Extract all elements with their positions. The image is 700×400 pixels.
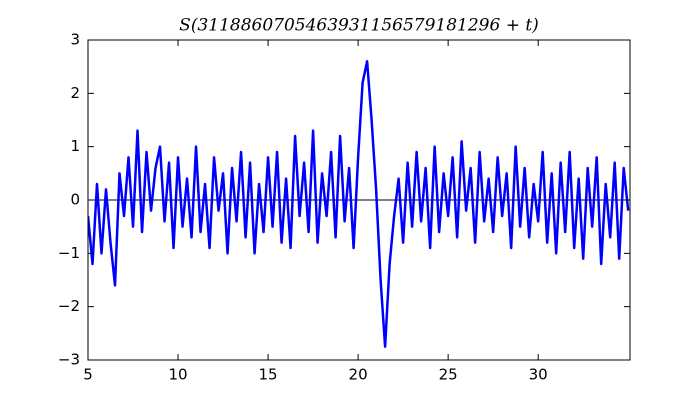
x-tick-label: 20 <box>349 366 368 384</box>
x-tick-label: 15 <box>259 366 278 384</box>
y-tick-label: 1 <box>70 137 80 155</box>
x-tick-label: 25 <box>439 366 458 384</box>
x-tick-label: 30 <box>529 366 548 384</box>
y-tick-label: 2 <box>70 84 80 102</box>
y-tick-label: −2 <box>58 297 80 315</box>
chart-title: S(3118860705463931156579181296 + t) <box>179 16 539 36</box>
y-tick-label: 3 <box>70 31 80 49</box>
y-tick-label: −3 <box>58 351 80 369</box>
y-tick-label: 0 <box>70 191 80 209</box>
x-tick-label: 5 <box>83 366 93 384</box>
data-line <box>88 60 630 348</box>
y-tick-label: −1 <box>58 244 80 262</box>
x-tick-label: 10 <box>168 366 187 384</box>
